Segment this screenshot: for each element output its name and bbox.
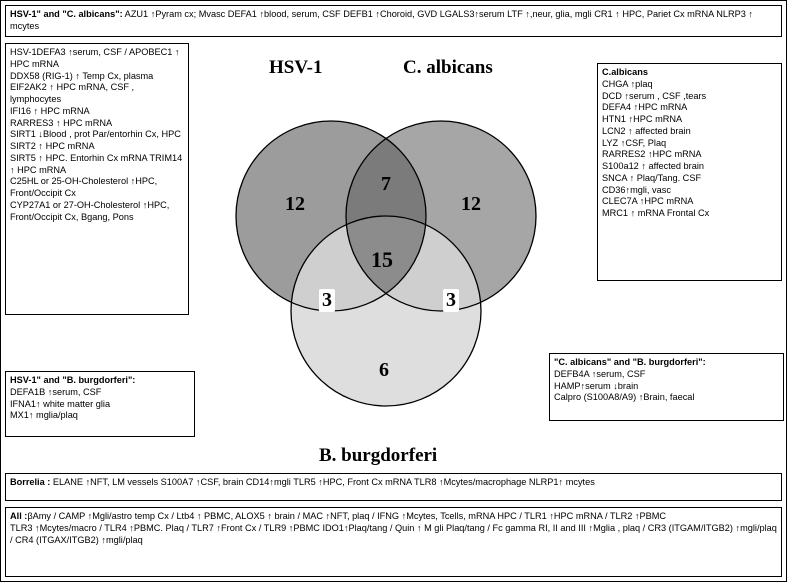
box-calbicans-only: C.albicansCHGA ↑plaqDCD ↑serum , CSF ,te… bbox=[597, 63, 782, 281]
venn-count-hsv1-cal: 7 bbox=[381, 173, 391, 196]
venn-label-borrelia: B. burgdorferi bbox=[319, 445, 437, 467]
venn-count-hsv1-borr: 3 bbox=[319, 289, 335, 312]
venn-count-cal: 12 bbox=[461, 193, 481, 216]
venn-count-cal-borr: 3 bbox=[443, 289, 459, 312]
box-calbicans-borrelia-shared: "C. albicans" and "B. burgdorferi":DEFB4… bbox=[549, 353, 784, 421]
venn-label-hsv1: HSV-1 bbox=[269, 57, 322, 79]
box-hsv1-calbicans-shared: HSV-1" and "C. albicans": AZU1 ↑Pyram cx… bbox=[5, 5, 782, 37]
box-all-shared: All :βAmy / CAMP ↑Mgli/astro temp Cx / L… bbox=[5, 507, 782, 577]
box-borrelia-only: Borrelia : ELANE ↑NFT, LM vessels S100A7… bbox=[5, 473, 782, 501]
venn-count-hsv1: 12 bbox=[285, 193, 305, 216]
venn-count-borr: 6 bbox=[379, 359, 389, 382]
venn-label-calbicans: C. albicans bbox=[403, 57, 493, 79]
venn-count-center: 15 bbox=[371, 247, 393, 273]
figure: HSV-1" and "C. albicans": AZU1 ↑Pyram cx… bbox=[0, 0, 787, 582]
box-hsv1-borrelia-shared: HSV-1" and "B. burgdorferi":DEFA1B ↑seru… bbox=[5, 371, 195, 437]
box-hsv1-only: HSV-1DEFA3 ↑serum, CSF / APOBEC1 ↑ HPC m… bbox=[5, 43, 189, 315]
